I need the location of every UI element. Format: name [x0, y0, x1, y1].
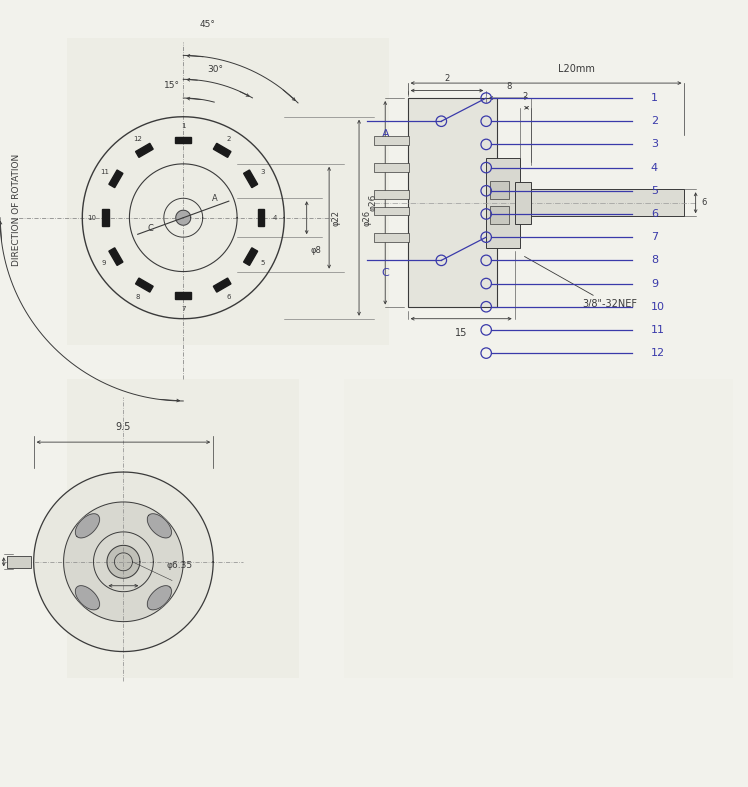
Text: 10: 10 — [651, 301, 665, 312]
Text: 15: 15 — [455, 327, 468, 338]
Text: C: C — [381, 268, 389, 278]
Text: 6: 6 — [702, 198, 707, 207]
Bar — [408, 98, 497, 308]
Text: 12: 12 — [133, 135, 142, 142]
Bar — [374, 206, 409, 216]
Polygon shape — [176, 210, 191, 225]
Text: 3: 3 — [260, 169, 265, 175]
Text: 4: 4 — [651, 163, 658, 172]
Text: 12: 12 — [651, 348, 665, 358]
Text: 8: 8 — [651, 255, 658, 265]
Bar — [374, 234, 409, 242]
Text: φ26: φ26 — [363, 209, 372, 226]
Text: A: A — [212, 194, 218, 203]
Text: 30°: 30° — [207, 65, 223, 74]
Text: 3/8"-32NEF: 3/8"-32NEF — [524, 257, 637, 309]
Polygon shape — [244, 170, 257, 187]
Bar — [374, 190, 409, 199]
Polygon shape — [213, 278, 231, 292]
Bar — [490, 181, 509, 199]
Polygon shape — [147, 586, 171, 610]
Bar — [7, 556, 31, 567]
Polygon shape — [76, 586, 99, 610]
Polygon shape — [244, 248, 257, 265]
Text: 2: 2 — [651, 116, 658, 126]
Polygon shape — [257, 209, 265, 226]
Text: 15°: 15° — [164, 80, 180, 90]
Text: 1: 1 — [181, 124, 186, 130]
Text: 6: 6 — [651, 209, 657, 219]
Polygon shape — [135, 278, 153, 292]
Text: 6: 6 — [227, 294, 231, 300]
Text: 11: 11 — [99, 169, 108, 175]
Polygon shape — [64, 502, 183, 622]
Text: 2: 2 — [444, 74, 450, 83]
Bar — [344, 379, 733, 678]
Text: 7: 7 — [181, 306, 186, 312]
Polygon shape — [147, 514, 171, 538]
Text: 3: 3 — [651, 139, 657, 150]
Bar — [486, 158, 520, 248]
Text: 9.5: 9.5 — [116, 422, 131, 431]
Polygon shape — [135, 143, 153, 157]
Polygon shape — [102, 209, 109, 226]
Text: φ22: φ22 — [331, 209, 340, 226]
Text: 5: 5 — [260, 260, 265, 266]
Text: L20mm: L20mm — [557, 64, 595, 74]
Bar — [515, 182, 531, 224]
Bar — [67, 379, 299, 678]
Text: 9: 9 — [102, 260, 106, 266]
Text: DIRECTION OF ROTATION: DIRECTION OF ROTATION — [12, 154, 21, 266]
Text: 8: 8 — [135, 294, 140, 300]
Text: 4: 4 — [272, 215, 277, 220]
Bar — [374, 136, 409, 145]
Bar — [67, 39, 389, 345]
Polygon shape — [76, 514, 99, 538]
Text: 5: 5 — [651, 186, 657, 196]
Text: 10: 10 — [88, 215, 96, 220]
Text: 9: 9 — [651, 279, 658, 289]
Polygon shape — [213, 143, 231, 157]
Text: 11: 11 — [651, 325, 665, 335]
Polygon shape — [107, 545, 140, 578]
Text: φ8: φ8 — [310, 246, 322, 255]
Text: 8: 8 — [506, 83, 512, 91]
Polygon shape — [175, 292, 191, 299]
Polygon shape — [82, 116, 284, 319]
Text: 2: 2 — [227, 135, 231, 142]
Polygon shape — [34, 472, 213, 652]
Text: C: C — [147, 224, 153, 233]
Bar — [518, 190, 684, 216]
Text: φ6.35: φ6.35 — [166, 561, 192, 570]
Text: φ26: φ26 — [369, 194, 378, 212]
Text: A: A — [381, 129, 389, 139]
Text: 45°: 45° — [199, 20, 215, 29]
Text: 7: 7 — [651, 232, 658, 242]
Polygon shape — [109, 170, 123, 187]
Bar — [490, 206, 509, 224]
Polygon shape — [109, 248, 123, 265]
Text: 1: 1 — [651, 93, 657, 103]
Polygon shape — [175, 137, 191, 143]
Text: 2: 2 — [522, 92, 527, 101]
Bar — [374, 163, 409, 172]
